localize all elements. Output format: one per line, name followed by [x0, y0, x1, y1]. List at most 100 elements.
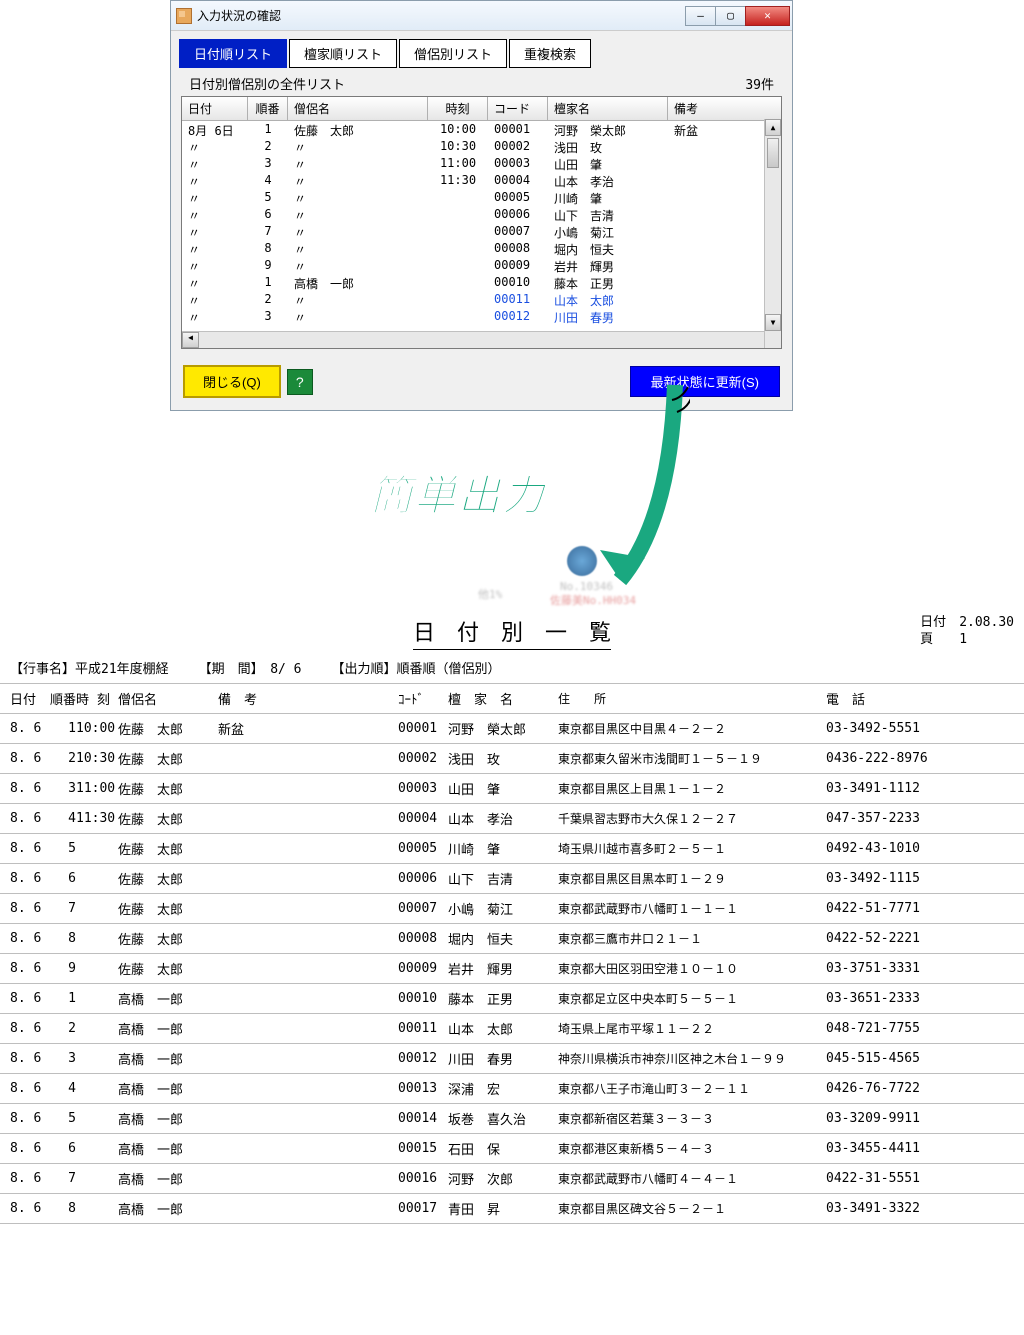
close-button[interactable]: ✕ [745, 6, 790, 26]
report-cell-time: 11:00 [76, 781, 118, 796]
report-cell-ord: 5 [48, 841, 76, 856]
report-cell-tel: 0492-43-1010 [826, 841, 936, 856]
column-header[interactable]: 檀家名 [548, 97, 668, 120]
report-row: 8. 63高橋 一郎00012川田 春男神奈川県横浜市神奈川区神之木台１－９９0… [0, 1044, 1024, 1074]
report-cell-monk: 高橋 一郎 [118, 1019, 218, 1038]
cell-time [428, 274, 488, 291]
cell-ord: 4 [248, 172, 288, 189]
report-cell-monk: 佐藤 太郎 [118, 929, 218, 948]
table-row[interactable]: 〃1高橋 一郎00010藤本 正男 [182, 274, 781, 291]
report-row: 8. 66高橋 一郎00015石田 保東京都港区東新橋５－４－３03-3455-… [0, 1134, 1024, 1164]
cell-code: 00012 [488, 308, 548, 325]
table-row[interactable]: 〃4〃11:3000004山本 孝治 [182, 172, 781, 189]
report-row: 8. 6411:30佐藤 太郎00004山本 孝治千葉県習志野市大久保１２－２７… [0, 804, 1024, 834]
report-cell-tel: 03-3455-4411 [826, 1141, 936, 1156]
report-cell-ord: 9 [48, 961, 76, 976]
report-cell-code: 00011 [398, 1021, 448, 1036]
report-cell-ord: 1 [48, 721, 76, 736]
report-cell-date: 8. 6 [10, 781, 48, 796]
report-cell-tel: 03-3651-2333 [826, 991, 936, 1006]
report-cell-ord: 8 [48, 1201, 76, 1216]
table-row[interactable]: 〃7〃00007小嶋 菊江 [182, 223, 781, 240]
report-cell-addr: 東京都目黒区中目黒４－２－２ [558, 720, 826, 737]
report-cell-code: 00009 [398, 961, 448, 976]
report-cell-ord: 8 [48, 931, 76, 946]
cell-code: 00009 [488, 257, 548, 274]
report-cell-code: 00016 [398, 1171, 448, 1186]
report-cell-fam: 山田 肇 [448, 779, 558, 798]
report-row: 8. 65高橋 一郎00014坂巻 喜久治東京都新宿区若葉３－３－３03-320… [0, 1104, 1024, 1134]
column-header[interactable]: コード [488, 97, 548, 120]
table-row[interactable]: 〃3〃11:0000003山田 肇 [182, 155, 781, 172]
column-header[interactable]: 日付 [182, 97, 248, 120]
cell-code: 00001 [488, 121, 548, 138]
report-cell-addr: 東京都港区東新橋５－４－３ [558, 1140, 826, 1157]
column-header[interactable]: 順番 [248, 97, 288, 120]
report-cell-fam: 深浦 宏 [448, 1079, 558, 1098]
report-cell-tel: 03-3209-9911 [826, 1111, 936, 1126]
report-row: 8. 62高橋 一郎00011山本 太郎埼玉県上尾市平塚１１－２２048-721… [0, 1014, 1024, 1044]
help-button[interactable]: ? [287, 369, 313, 395]
column-header[interactable]: 備考 [668, 97, 781, 120]
report-cell-fam: 石田 保 [448, 1139, 558, 1158]
cell-fam: 山本 孝治 [548, 172, 668, 189]
report-cell-code: 00014 [398, 1111, 448, 1126]
tab-2[interactable]: 僧侶別リスト [399, 39, 507, 68]
scroll-up-icon[interactable]: ▲ [765, 119, 781, 136]
report-cell-monk: 佐藤 太郎 [118, 749, 218, 768]
report-cell-addr: 東京都目黒区目黒本町１－２９ [558, 870, 826, 887]
report-row: 8. 69佐藤 太郎00009岩井 輝男東京都大田区羽田空港１０－１０03-37… [0, 954, 1024, 984]
report-row: 8. 6210:30佐藤 太郎00002浅田 玫東京都東久留米市浅間町１－５－１… [0, 744, 1024, 774]
report-cell-ord: 6 [48, 871, 76, 886]
vertical-scrollbar[interactable]: ▲ ▼ [764, 119, 781, 348]
cell-monk: 〃 [288, 155, 428, 172]
report-cell-date: 8. 6 [10, 841, 48, 856]
report-cell-monk: 高橋 一郎 [118, 1139, 218, 1158]
cell-monk: 〃 [288, 291, 428, 308]
tab-3[interactable]: 重複検索 [509, 39, 591, 68]
report-cell-monk: 高橋 一郎 [118, 1169, 218, 1188]
report-cell-fam: 藤本 正男 [448, 989, 558, 1008]
cell-ord: 7 [248, 223, 288, 240]
report-cell-code: 00017 [398, 1201, 448, 1216]
report-cell-monk: 佐藤 太郎 [118, 899, 218, 918]
minimize-button[interactable]: — [685, 6, 716, 26]
table-row[interactable]: 〃6〃00006山下 吉清 [182, 206, 781, 223]
cell-fam: 山本 太郎 [548, 291, 668, 308]
table-row[interactable]: 〃2〃00011山本 太郎 [182, 291, 781, 308]
scroll-thumb[interactable] [767, 138, 779, 168]
horizontal-scrollbar[interactable]: ◀ ▶ [182, 331, 781, 348]
report-cell-monk: 高橋 一郎 [118, 1199, 218, 1218]
table-row[interactable]: 〃9〃00009岩井 輝男 [182, 257, 781, 274]
table-row[interactable]: 〃5〃00005川崎 肇 [182, 189, 781, 206]
report-cell-date: 8. 6 [10, 1201, 48, 1216]
table-row[interactable]: 〃3〃00012川田 春男 [182, 308, 781, 325]
column-header[interactable]: 時刻 [428, 97, 488, 120]
table-row[interactable]: 〃8〃00008堀内 恒夫 [182, 240, 781, 257]
window-title: 入力状況の確認 [197, 7, 686, 24]
close-dialog-button[interactable]: 閉じる(Q) [183, 365, 281, 398]
report-cell-date: 8. 6 [10, 1021, 48, 1036]
report-cell-monk: 高橋 一郎 [118, 1109, 218, 1128]
report-cell-date: 8. 6 [10, 871, 48, 886]
report-cell-date: 8. 6 [10, 1051, 48, 1066]
report-cell-addr: 埼玉県上尾市平塚１１－２２ [558, 1020, 826, 1037]
table-row[interactable]: 〃2〃10:3000002浅田 玫 [182, 138, 781, 155]
refresh-button[interactable]: 最新状態に更新(S) [630, 366, 780, 397]
tab-0[interactable]: 日付順リスト [179, 39, 287, 68]
maximize-button[interactable]: ▢ [715, 6, 746, 26]
avatar-blur [567, 546, 597, 576]
column-header[interactable]: 僧侶名 [288, 97, 428, 120]
report-cell-addr: 千葉県習志野市大久保１２－２７ [558, 810, 826, 827]
tab-1[interactable]: 檀家順リスト [289, 39, 397, 68]
cell-ord: 3 [248, 155, 288, 172]
cell-ord: 1 [248, 121, 288, 138]
table-row[interactable]: 8月 6日1佐藤 太郎10:0000001河野 榮太郎新盆 [182, 121, 781, 138]
scroll-down-icon[interactable]: ▼ [765, 314, 781, 331]
cell-fam: 川崎 肇 [548, 189, 668, 206]
report-cell-fam: 山本 孝治 [448, 809, 558, 828]
scroll-left-icon[interactable]: ◀ [182, 332, 199, 348]
report-cell-code: 00001 [398, 721, 448, 736]
cell-time [428, 189, 488, 206]
report-cell-fam: 小嶋 菊江 [448, 899, 558, 918]
